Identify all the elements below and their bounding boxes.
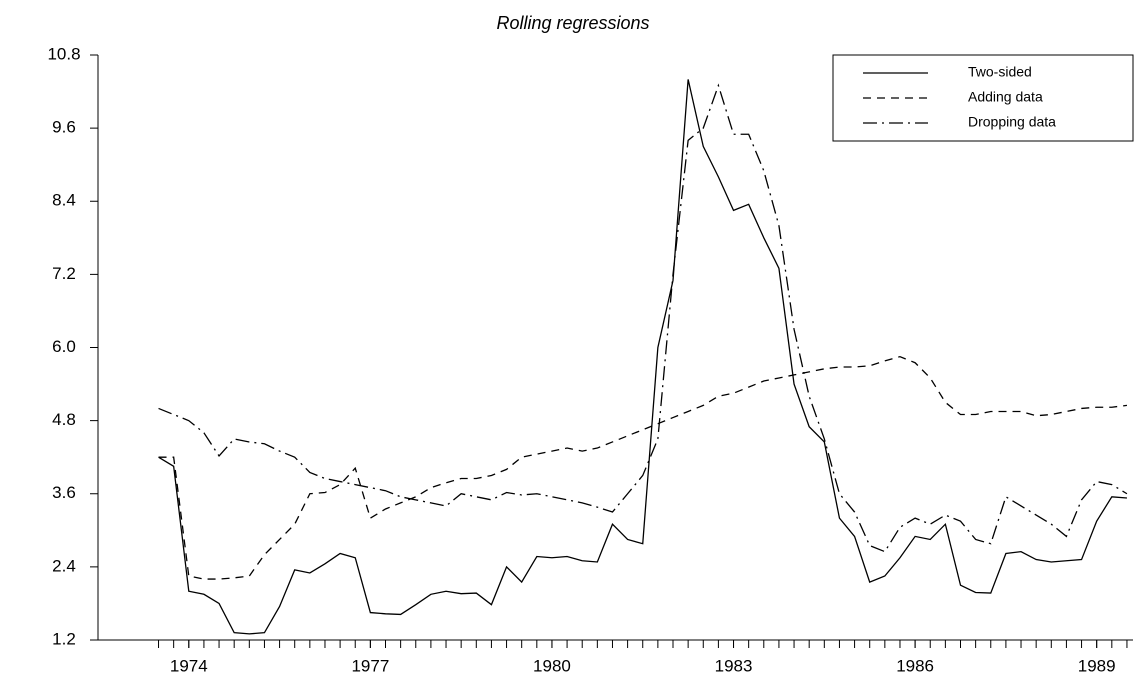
legend-label: Two-sided bbox=[968, 64, 1032, 80]
x-tick-label: 1989 bbox=[1078, 656, 1116, 675]
series-line bbox=[158, 83, 1128, 553]
y-tick-label: 8.4 bbox=[52, 191, 76, 210]
y-tick-label: 9.6 bbox=[52, 118, 76, 137]
y-tick-label: 4.8 bbox=[52, 410, 76, 429]
y-tick-label: 3.6 bbox=[52, 483, 76, 502]
series-line bbox=[158, 79, 1128, 635]
x-tick-label: 1977 bbox=[351, 656, 389, 675]
legend-label: Adding data bbox=[968, 89, 1043, 105]
legend-label: Dropping data bbox=[968, 114, 1056, 130]
y-tick-label: 6.0 bbox=[52, 337, 76, 356]
y-tick-label: 1.2 bbox=[52, 629, 76, 648]
x-tick-label: 1980 bbox=[533, 656, 571, 675]
y-tick-label: 2.4 bbox=[52, 556, 76, 575]
x-tick-label: 1974 bbox=[170, 656, 208, 675]
y-tick-label: 7.2 bbox=[52, 264, 76, 283]
chart-title: Rolling regressions bbox=[496, 13, 649, 33]
x-tick-label: 1986 bbox=[896, 656, 934, 675]
y-tick-label: 10.8 bbox=[47, 44, 80, 63]
x-tick-label: 1983 bbox=[715, 656, 753, 675]
series-line bbox=[158, 355, 1128, 580]
